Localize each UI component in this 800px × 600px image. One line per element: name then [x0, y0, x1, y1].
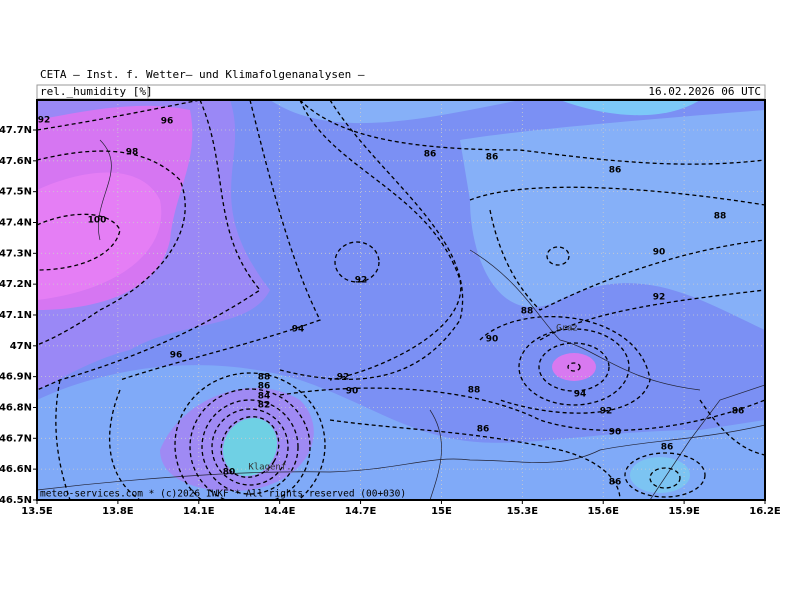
contour-label: 88: [258, 373, 271, 383]
lon-tick-label: 15.9E: [668, 506, 700, 517]
field-region: [270, 100, 765, 330]
axes: 47.7N 47.6N 47.5N 47.4N 47.3N 47.2N 47.1N 47N 46…: [0, 125, 781, 517]
lon-tick-label: 16.2E: [749, 506, 781, 517]
place-label: Klagenf.: [248, 463, 291, 473]
field-region: [630, 457, 690, 493]
contour-label: 86: [424, 150, 437, 160]
field-region: [552, 353, 596, 381]
contour-label: 90: [609, 428, 622, 438]
contour-label: 94: [574, 390, 587, 400]
header-title: CETA — Inst. f. Wetter— und Klimafolgena…: [40, 68, 365, 81]
lat-tick-label: 46.5N: [0, 495, 32, 506]
lon-tick-label: 13.8E: [102, 506, 134, 517]
contour-label: 80: [223, 468, 236, 478]
contour-label: 92: [355, 276, 368, 286]
contour-label: 92: [337, 373, 350, 383]
lat-tick-label: 47.2N: [0, 279, 32, 290]
lat-tick-label: 47.1N: [0, 310, 32, 321]
lat-tick-label: 46.9N: [0, 372, 32, 383]
contour-label: 86: [477, 425, 490, 435]
contour-label: 88: [521, 307, 534, 317]
contour-label: 92: [653, 293, 666, 303]
contour-label: 84: [258, 392, 271, 402]
contour-label: 86: [609, 166, 622, 176]
field-label: rel._humidity [%]: [40, 85, 153, 98]
plot-frame: [36, 99, 766, 501]
contour-label: 90: [346, 387, 359, 397]
field-region: [560, 100, 700, 116]
contour-label: 100: [88, 216, 107, 226]
lon-tick-label: 15E: [431, 506, 452, 517]
lat-tick-label: 46.8N: [0, 402, 32, 413]
contour-label: 86: [661, 443, 674, 453]
border: [37, 424, 765, 491]
contour-label: 98: [126, 148, 139, 158]
contour-label: 86: [732, 407, 745, 417]
credit: meteo-services.com * (c)2026 IWKF * All …: [40, 489, 406, 500]
contour-label: 86: [609, 478, 622, 488]
lat-tick-label: 47.5N: [0, 187, 32, 198]
contour-label: 90: [486, 335, 499, 345]
contour-label: 86: [486, 153, 499, 163]
place-label: Graz: [556, 324, 578, 334]
contours: [37, 100, 765, 500]
border: [98, 139, 765, 500]
contour-label: 86: [258, 382, 271, 392]
lat-tick-label: 47.7N: [0, 125, 32, 136]
lat-tick-label: 47.3N: [0, 248, 32, 259]
lon-tick-label: 15.3E: [507, 506, 539, 517]
lon-tick-label: 14.7E: [345, 506, 377, 517]
contour-label: 92: [38, 116, 51, 126]
contour-label: 96: [170, 351, 183, 361]
datetime: 16.02.2026 06 UTC: [648, 85, 761, 98]
lat-tick-label: 47.4N: [0, 217, 32, 228]
lat-tick-label: 47.6N: [0, 156, 32, 167]
contour-label: 94: [292, 325, 305, 335]
contour-label: 90: [653, 248, 666, 258]
contour-label: 88: [468, 386, 481, 396]
lat-tick-label: 46.6N: [0, 464, 32, 475]
contour-label: 92: [600, 407, 613, 417]
contour-label: 96: [161, 117, 174, 127]
lon-tick-label: 14.1E: [183, 506, 215, 517]
lat-tick-label: 46.7N: [0, 433, 32, 444]
lon-tick-label: 15.6E: [587, 506, 619, 517]
contour-label: 88: [714, 212, 727, 222]
contour-label: 82: [258, 401, 271, 411]
lon-tick-label: 14.4E: [264, 506, 296, 517]
lat-tick-label: 47N: [10, 341, 32, 352]
lon-tick-label: 13.5E: [21, 506, 53, 517]
field-region: [222, 417, 278, 477]
